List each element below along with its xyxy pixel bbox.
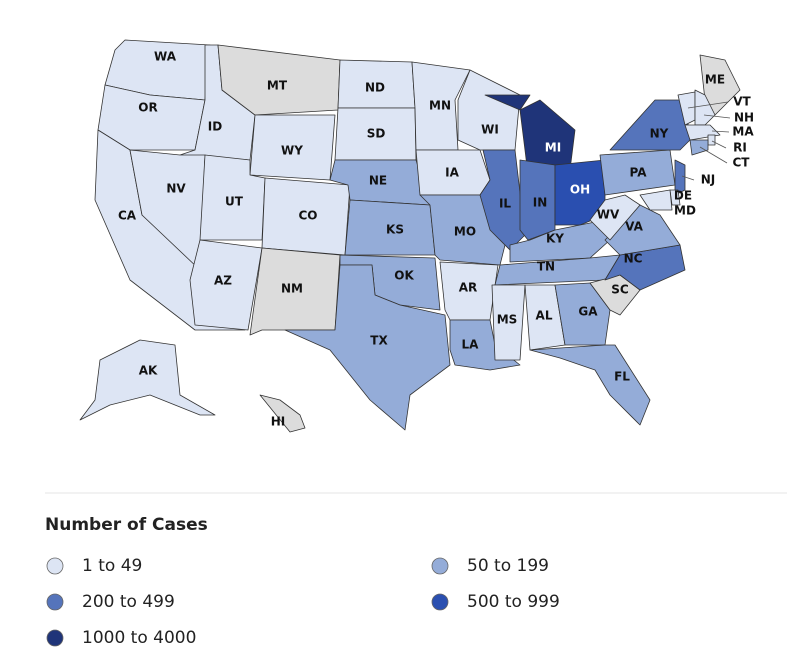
state-label: IN (533, 196, 548, 210)
state-label: MT (267, 79, 288, 93)
state-label: OH (570, 183, 590, 197)
state-label: TN (537, 260, 555, 274)
leader-line (681, 175, 695, 181)
state-shape (609, 99, 691, 151)
state-label: NJ (701, 173, 716, 187)
state-label: OK (394, 269, 414, 283)
state-shape (694, 89, 716, 126)
legend-label: 1 to 49 (82, 556, 142, 576)
state-label: ND (365, 81, 385, 95)
state-label: AR (459, 281, 478, 295)
leader-line (703, 114, 731, 119)
state-shape (674, 159, 686, 196)
state-shape (589, 194, 641, 241)
legend-label: 1000 to 4000 (82, 628, 196, 648)
state-label: NV (166, 182, 186, 196)
state-label: HI (271, 415, 286, 429)
state-shape (699, 54, 741, 116)
legend-swatch (46, 629, 64, 647)
leader-line (699, 146, 728, 164)
state-shape (259, 394, 306, 433)
state-label: IA (445, 166, 459, 180)
state-shape (491, 284, 526, 361)
legend-swatch (46, 557, 64, 575)
state-shape (484, 94, 576, 176)
state-label: WI (481, 123, 499, 137)
state-label: WY (281, 144, 303, 158)
state-shape (529, 344, 651, 426)
legend-label: 500 to 999 (467, 592, 560, 612)
state-shape (479, 149, 526, 251)
state-label: MN (429, 99, 451, 113)
legend-label: 50 to 199 (467, 556, 549, 576)
state-shape (707, 134, 716, 146)
state-shape (217, 44, 341, 116)
leader-line (687, 101, 729, 109)
state-label: AK (139, 364, 158, 378)
state-label: AZ (214, 274, 232, 288)
state-label: UT (225, 195, 244, 209)
state-label: SC (611, 283, 629, 297)
state-label: DE (674, 189, 692, 203)
state-shape (554, 282, 611, 346)
legend-swatch (431, 557, 449, 575)
state-shape (79, 339, 216, 421)
legend-title: Number of Cases (45, 515, 208, 535)
state-shape (689, 139, 709, 156)
state-label: NC (624, 252, 643, 266)
state-shape (457, 69, 521, 151)
legend-swatch (431, 593, 449, 611)
state-label: LA (462, 338, 480, 352)
state-label: TX (370, 334, 388, 348)
state-label: NH (734, 111, 754, 125)
state-shape (189, 239, 263, 331)
state-label: KY (546, 232, 564, 246)
state-label: VT (733, 95, 751, 109)
state-label: KS (386, 223, 404, 237)
state-label: MD (674, 204, 696, 218)
state-label: MO (454, 225, 476, 239)
state-label: NM (281, 282, 303, 296)
state-label: OR (138, 101, 157, 115)
state-shape (284, 264, 451, 431)
state-label: PA (630, 166, 648, 180)
state-label: MI (545, 141, 561, 155)
state-label: CO (298, 209, 317, 223)
state-label: CT (733, 156, 751, 170)
state-label: MS (497, 313, 518, 327)
state-label: AL (536, 309, 553, 323)
legend-swatch (46, 593, 64, 611)
state-label: CA (118, 209, 137, 223)
state-shape (639, 189, 673, 211)
leader-line (711, 140, 727, 149)
state-label: IL (499, 197, 511, 211)
state-label: FL (614, 370, 630, 384)
state-label: SD (367, 127, 386, 141)
state-label: NE (369, 174, 387, 188)
state-label: ME (705, 73, 725, 87)
state-label: MA (732, 125, 754, 139)
state-label: WV (597, 208, 620, 222)
leader-line (711, 130, 730, 133)
state-label: ID (208, 120, 222, 134)
state-label: WA (154, 50, 177, 64)
state-label: RI (733, 141, 747, 155)
state-label: NY (650, 127, 669, 141)
state-label: VA (625, 220, 643, 234)
legend-label: 200 to 499 (82, 592, 175, 612)
state-label: GA (578, 305, 598, 319)
